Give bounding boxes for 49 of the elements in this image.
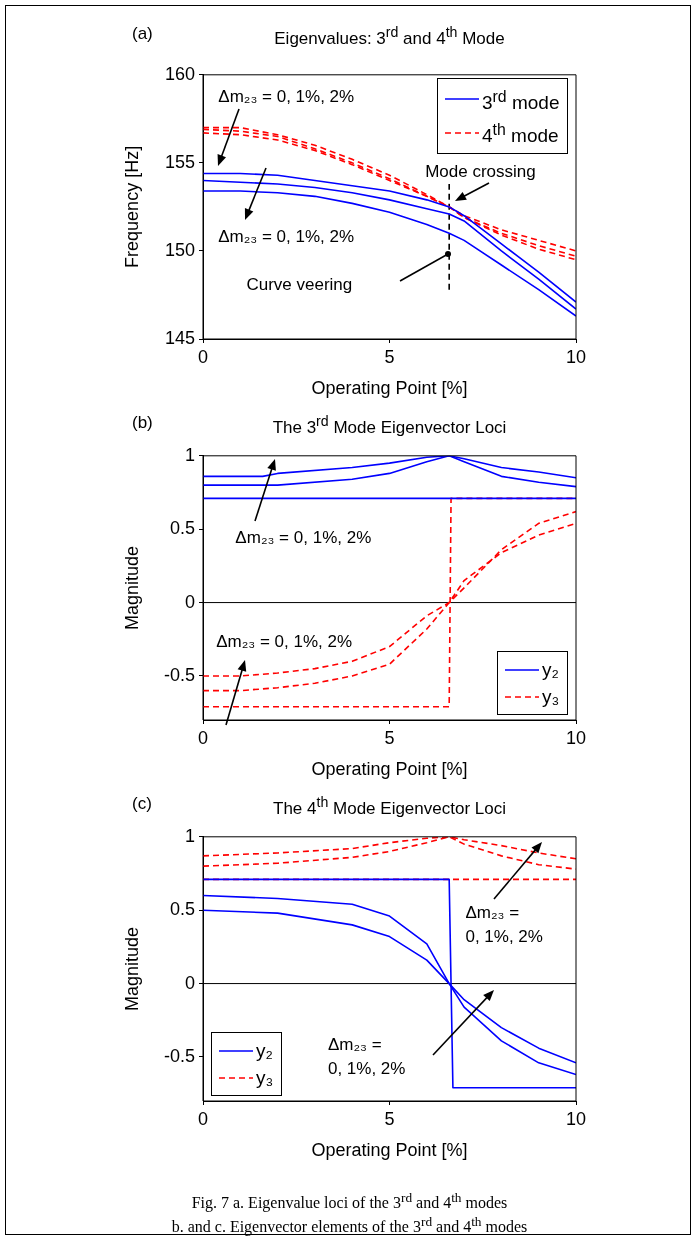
y-tick-label: 0.5 (169, 899, 195, 920)
y-axis-title: Frequency [Hz] (121, 145, 142, 268)
y-tick-label: 0 (184, 591, 195, 612)
annotation: Δm₂₃ = 0, 1%, 2% (216, 631, 353, 651)
text: (a) (132, 24, 153, 44)
legend-label: y₂ (542, 658, 559, 682)
y-axis-title: Magnitude (121, 926, 142, 1011)
x-tick-label: 0 (197, 346, 209, 367)
y-tick-label: 1 (184, 444, 195, 465)
annotation: Curve veering (246, 274, 353, 294)
annotation: Δm₂₃ = 0, 1%, 2% (218, 226, 355, 246)
x-tick-label: 0 (197, 727, 209, 748)
y-tick-label: 160 (164, 63, 195, 84)
annotation: Δm₂₃ = 0, 1%, 2% (218, 86, 355, 106)
text: (b) (132, 413, 153, 433)
caption: Fig. 7 a. Eigenvalue loci of the 3$^{rd}$ and 4$^{th}$ modes (190, 1190, 509, 1213)
x-tick-label: 10 (565, 346, 587, 367)
y-tick-label: 155 (164, 151, 195, 172)
text: (c) (132, 794, 152, 814)
x-axis-title: Operating Point [%] (311, 1140, 468, 1161)
y-tick-label: -0.5 (163, 664, 195, 685)
y-tick-label: -0.5 (163, 1045, 195, 1066)
x-tick-label: 10 (565, 727, 587, 748)
x-tick-label: 5 (384, 1108, 395, 1129)
chart-title: The 3$^{rd}$ Mode Eigenvector Loci (272, 413, 507, 438)
y-tick-label: 1 (184, 825, 195, 846)
x-tick-label: 0 (197, 1108, 209, 1129)
x-axis-title: Operating Point [%] (311, 759, 468, 780)
legend-label: y₂ (256, 1039, 273, 1063)
chart-title: The 4$^{th}$ Mode Eigenvector Loci (273, 794, 506, 819)
annotation: Δm₂₃ = 0, 1%, 2% (327, 1034, 406, 1078)
legend-label: y₃ (256, 1066, 274, 1090)
legend-label: 4$^{th}$ mode (482, 120, 559, 149)
annotation: Δm₂₃ = 0, 1%, 2% (465, 902, 543, 946)
annotation: Mode crossing (425, 162, 536, 182)
chart-title: Eigenvalues: 3$^{rd}$ and 4$^{th}$ Mode (274, 24, 505, 49)
y-tick-label: 0 (184, 972, 195, 993)
y-axis-title: Magnitude (121, 545, 142, 630)
x-tick-label: 5 (384, 346, 395, 367)
y-tick-label: 150 (164, 239, 195, 260)
legend-label: y₃ (542, 685, 560, 709)
y-tick-label: 0.5 (169, 518, 195, 539)
y-tick-label: 145 (164, 327, 195, 348)
x-axis-title: Operating Point [%] (311, 378, 468, 399)
x-tick-label: 5 (384, 727, 395, 748)
legend-label: 3$^{rd}$ mode (482, 86, 560, 116)
text: b. and c. Eigenvector elements of the 3$^{rd}$ and 4$^{th}$ modes (170, 1214, 529, 1237)
annotation: Δm₂₃ = 0, 1%, 2% (235, 527, 372, 547)
x-tick-label: 10 (565, 1108, 587, 1129)
